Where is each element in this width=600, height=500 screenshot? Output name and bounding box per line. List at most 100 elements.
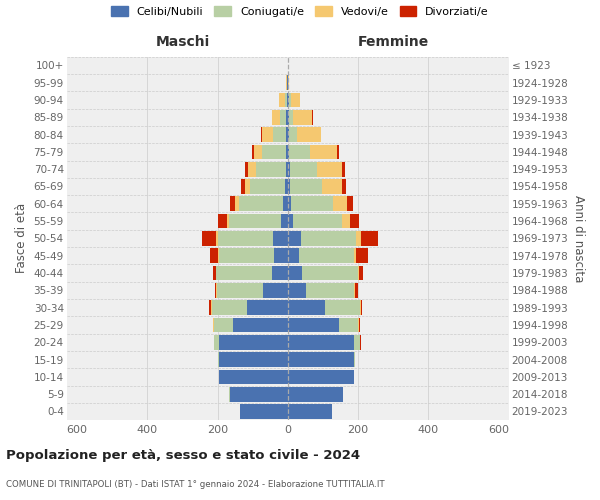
- Bar: [355, 335, 360, 349]
- Bar: [287, 231, 301, 246]
- Bar: [343, 214, 350, 228]
- Bar: [219, 352, 287, 367]
- Bar: [287, 300, 325, 315]
- Bar: [274, 248, 287, 263]
- Bar: [287, 214, 293, 228]
- Bar: [261, 127, 262, 142]
- Bar: [287, 127, 289, 142]
- Bar: [356, 231, 361, 246]
- Bar: [287, 179, 290, 194]
- Bar: [281, 214, 287, 228]
- Bar: [287, 404, 332, 419]
- Bar: [302, 266, 358, 280]
- Bar: [287, 196, 291, 211]
- Bar: [284, 92, 287, 108]
- Bar: [287, 335, 355, 349]
- Bar: [359, 266, 363, 280]
- Bar: [217, 283, 263, 298]
- Bar: [241, 404, 287, 419]
- Bar: [273, 127, 286, 142]
- Bar: [291, 196, 332, 211]
- Bar: [290, 179, 322, 194]
- Bar: [211, 248, 218, 263]
- Bar: [287, 162, 290, 176]
- Bar: [219, 248, 274, 263]
- Bar: [320, 127, 322, 142]
- Bar: [289, 127, 297, 142]
- Bar: [310, 144, 337, 159]
- Bar: [251, 144, 254, 159]
- Bar: [245, 162, 248, 176]
- Bar: [233, 318, 287, 332]
- Bar: [218, 214, 227, 228]
- Bar: [263, 283, 287, 298]
- Bar: [325, 300, 361, 315]
- Bar: [286, 144, 287, 159]
- Bar: [290, 162, 317, 176]
- Bar: [287, 387, 343, 402]
- Bar: [286, 127, 287, 142]
- Bar: [214, 318, 233, 332]
- Bar: [241, 179, 245, 194]
- Bar: [355, 248, 356, 263]
- Y-axis label: Anni di nascita: Anni di nascita: [572, 194, 585, 282]
- Bar: [239, 196, 283, 211]
- Bar: [322, 179, 343, 194]
- Bar: [283, 196, 287, 211]
- Bar: [262, 144, 286, 159]
- Bar: [287, 110, 289, 124]
- Bar: [287, 144, 289, 159]
- Bar: [250, 179, 285, 194]
- Bar: [229, 214, 281, 228]
- Y-axis label: Fasce di età: Fasce di età: [15, 204, 28, 274]
- Bar: [287, 248, 299, 263]
- Bar: [235, 196, 239, 211]
- Bar: [347, 196, 353, 211]
- Bar: [353, 370, 355, 384]
- Bar: [361, 231, 377, 246]
- Bar: [227, 214, 229, 228]
- Bar: [219, 370, 287, 384]
- Bar: [312, 110, 313, 124]
- Bar: [287, 283, 306, 298]
- Bar: [286, 110, 287, 124]
- Bar: [279, 92, 284, 108]
- Bar: [337, 144, 339, 159]
- Bar: [287, 92, 289, 108]
- Bar: [230, 387, 287, 402]
- Bar: [245, 179, 250, 194]
- Bar: [230, 196, 235, 211]
- Bar: [254, 144, 262, 159]
- Bar: [218, 352, 219, 367]
- Bar: [273, 231, 287, 246]
- Bar: [353, 352, 355, 367]
- Bar: [212, 318, 213, 332]
- Legend: Celibi/Nubili, Coniugati/e, Vedovi/e, Divorziati/e: Celibi/Nubili, Coniugati/e, Vedovi/e, Di…: [108, 3, 492, 20]
- Bar: [280, 110, 286, 124]
- Bar: [272, 110, 280, 124]
- Bar: [287, 370, 353, 384]
- Bar: [317, 162, 343, 176]
- Text: COMUNE DI TRINITAPOLI (BT) - Dati ISTAT 1° gennaio 2024 - Elaborazione TUTTITALI: COMUNE DI TRINITAPOLI (BT) - Dati ISTAT …: [6, 480, 385, 489]
- Bar: [214, 335, 219, 349]
- Bar: [289, 110, 293, 124]
- Bar: [361, 300, 362, 315]
- Bar: [219, 335, 287, 349]
- Text: Popolazione per età, sesso e stato civile - 2024: Popolazione per età, sesso e stato civil…: [6, 450, 360, 462]
- Bar: [256, 162, 286, 176]
- Bar: [290, 92, 301, 108]
- Bar: [216, 231, 218, 246]
- Bar: [287, 266, 302, 280]
- Bar: [285, 179, 287, 194]
- Bar: [262, 127, 273, 142]
- Bar: [350, 214, 359, 228]
- Bar: [299, 248, 355, 263]
- Bar: [356, 248, 368, 263]
- Bar: [293, 214, 343, 228]
- Text: Femmine: Femmine: [358, 36, 428, 50]
- Bar: [202, 231, 216, 246]
- Bar: [289, 144, 310, 159]
- Bar: [218, 231, 273, 246]
- Bar: [218, 370, 219, 384]
- Bar: [306, 283, 355, 298]
